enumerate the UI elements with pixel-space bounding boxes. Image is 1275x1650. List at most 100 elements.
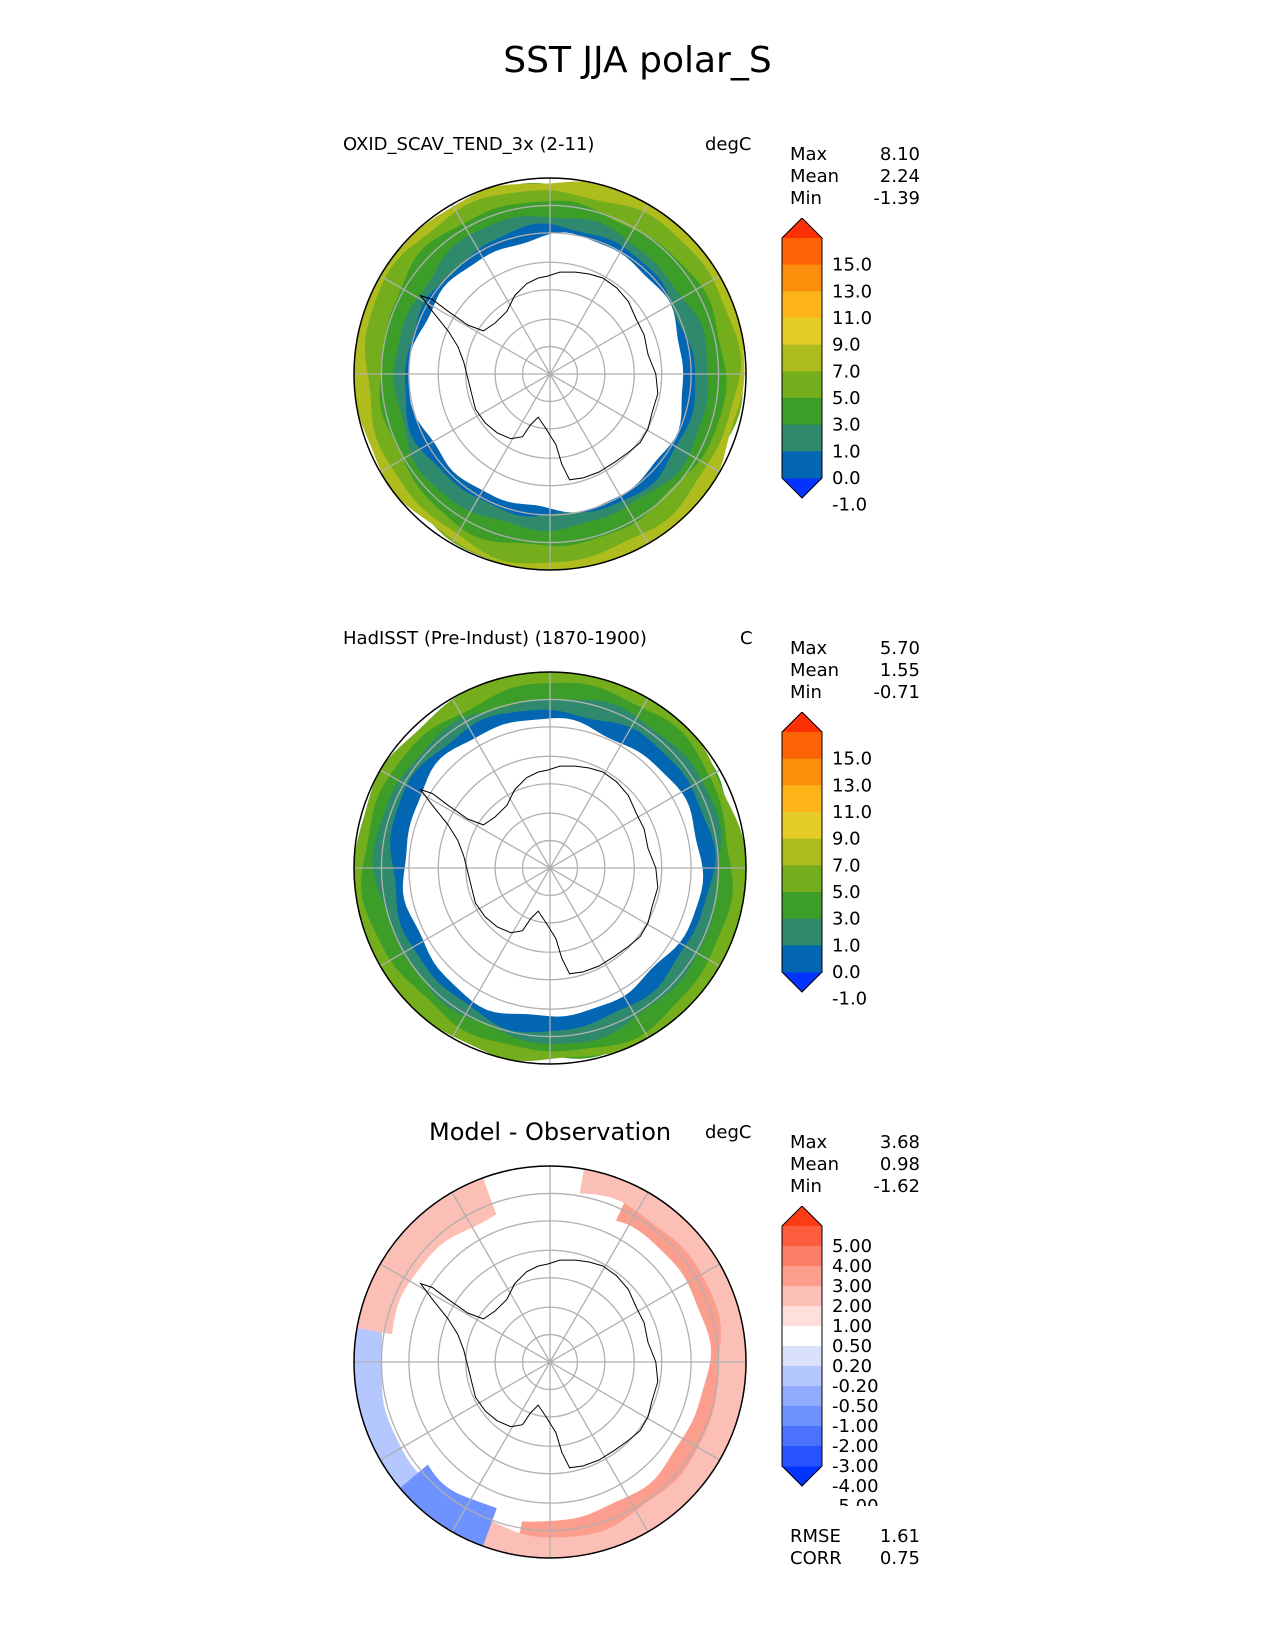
stat-mean: Mean 1.55: [790, 660, 920, 681]
graticule: [354, 178, 746, 570]
colorbar-bin-8: [782, 424, 822, 452]
colorbar-tick-label: 0.0: [832, 468, 861, 489]
colorbar-bin-8: [782, 1366, 822, 1387]
diff-negative-south: [396, 1464, 497, 1550]
colorbar-outline: [781, 1206, 823, 1487]
diff-positive-west: [354, 1174, 497, 1335]
colorbar-tick-label: 7.0: [832, 855, 861, 876]
colorbar-tick-label: -1.0: [832, 495, 867, 516]
figure-title: SST JJA polar_S: [503, 40, 772, 81]
panel-2-units: C: [740, 628, 753, 649]
colorbar-outline: [781, 218, 823, 499]
colorbar-bin-9: [782, 1386, 822, 1407]
colorbar-bin-5: [782, 344, 822, 372]
colorbar-bin-5: [782, 838, 822, 866]
colorbar-tick-label: -1.00: [832, 1416, 879, 1437]
stat-corr: CORR 0.75: [790, 1548, 920, 1569]
colorbar-bin-6: [782, 865, 822, 893]
colorbar-extend-top: [782, 712, 822, 732]
map-field: [354, 1166, 746, 1558]
colorbar-tick-label: 1.00: [832, 1316, 872, 1337]
colorbar-bin-6: [782, 371, 822, 399]
colorbar-tick-label: -3.00: [832, 1456, 879, 1477]
colorbar-tick-label: 3.0: [832, 909, 861, 930]
colorbar-bin-3: [782, 291, 822, 319]
diff-positive: [465, 1166, 746, 1558]
meridian-6: [451, 1191, 649, 1533]
graticule: [354, 1166, 746, 1558]
colorbar-bin-2: [782, 1246, 822, 1267]
colorbar-bin-4: [782, 318, 822, 346]
graticule: [354, 672, 746, 1064]
colorbar-tick-label: 7.0: [832, 361, 861, 382]
colorbar-bin-3: [782, 785, 822, 813]
colorbar-bin-4: [782, 1286, 822, 1307]
colorbar-extend-bottom: [782, 478, 822, 498]
colorbar-tick-label: -5.00: [832, 1496, 879, 1506]
colorbar-bin-9: [782, 945, 822, 973]
antarctica-coastline: [419, 765, 659, 975]
colorbar-tick-label: 11.0: [832, 308, 872, 329]
colorbar-tick-label: -4.00: [832, 1476, 879, 1497]
panel-3-colorbar: 5.004.003.002.001.000.500.20-0.20-0.50-1…: [781, 1206, 879, 1506]
colorbar-tick-label: 4.00: [832, 1256, 872, 1277]
colorbar-tick-label: -0.50: [832, 1396, 879, 1417]
colorbar-tick-label: -0.20: [832, 1376, 879, 1397]
colorbar-bin-5: [782, 1306, 822, 1327]
colorbar-tick-label: 0.50: [832, 1336, 872, 1357]
colorbar-tick-label: 13.0: [832, 775, 872, 796]
panel-2-title: HadISST (Pre-Indust) (1870-1900): [343, 628, 647, 649]
meridian-6: [451, 203, 649, 545]
colorbar-tick-label: 0.0: [832, 962, 861, 983]
colorbar-bin-7: [782, 398, 822, 426]
diff-negative-west: [354, 1327, 419, 1491]
colorbar-bin-7: [782, 892, 822, 920]
antarctica-coastline: [419, 1259, 659, 1469]
colorbar-bin-10: [782, 1406, 822, 1427]
map-boundary: [353, 177, 747, 571]
colorbar-bin-8: [782, 918, 822, 946]
colorbar-tick-label: 11.0: [832, 802, 872, 823]
colorbar-tick-label: 13.0: [832, 281, 872, 302]
colorbar-extend-bottom: [782, 1466, 822, 1486]
antarctica-coastline: [419, 271, 659, 481]
colorbar-tick-label: 0.20: [832, 1356, 872, 1377]
colorbar-tick-label: 2.00: [832, 1296, 872, 1317]
panel-3-map: [353, 1165, 747, 1559]
colorbar-extend-bottom: [782, 972, 822, 992]
stat-min: Min -1.39: [790, 188, 920, 209]
stat-max: Max 5.70: [790, 638, 920, 659]
colorbar-bin-1: [782, 732, 822, 760]
colorbar-bin-2: [782, 264, 822, 292]
colorbar-tick-label: -2.00: [832, 1436, 879, 1457]
colorbar-tick-label: -1.0: [832, 989, 867, 1010]
colorbar-tick-label: 9.0: [832, 335, 861, 356]
stat-rmse: RMSE 1.61: [790, 1526, 920, 1547]
colorbar-tick-label: 5.00: [832, 1236, 872, 1257]
colorbar-tick-label: 3.00: [832, 1276, 872, 1297]
colorbar-bin-6: [782, 1326, 822, 1347]
colorbar-extend-top: [782, 218, 822, 238]
panel-1-units: degC: [705, 134, 752, 155]
colorbar-bin-11: [782, 1426, 822, 1447]
meridian-6: [451, 697, 649, 1039]
map-boundary: [353, 671, 747, 1065]
colorbar-tick-label: 1.0: [832, 441, 861, 462]
colorbar-tick-label: 3.0: [832, 415, 861, 436]
colorbar-tick-label: 5.0: [832, 882, 861, 903]
colorbar-bin-4: [782, 812, 822, 840]
colorbar-bin-2: [782, 758, 822, 786]
stat-max: Max 8.10: [790, 144, 920, 165]
colorbar-tick-label: 15.0: [832, 749, 872, 770]
panel-3-title: Model - Observation: [429, 1118, 672, 1146]
colorbar-tick-label: 15.0: [832, 255, 872, 276]
map-boundary: [353, 1165, 747, 1559]
panel-1-colorbar: 15.0 13.0 11.0 9.0 7.0 5.0 3.0 1.0 0.0 -1.0: [781, 218, 872, 516]
colorbar-bin-12: [782, 1446, 822, 1467]
panel-3-units: degC: [705, 1122, 752, 1143]
stat-min: Min -0.71: [790, 682, 920, 703]
colorbar-bin-9: [782, 451, 822, 479]
colorbar-outline: [781, 712, 823, 993]
panel-1-map: [353, 177, 747, 571]
panel-1-title: OXID_SCAV_TEND_3x (2-11): [343, 134, 595, 155]
